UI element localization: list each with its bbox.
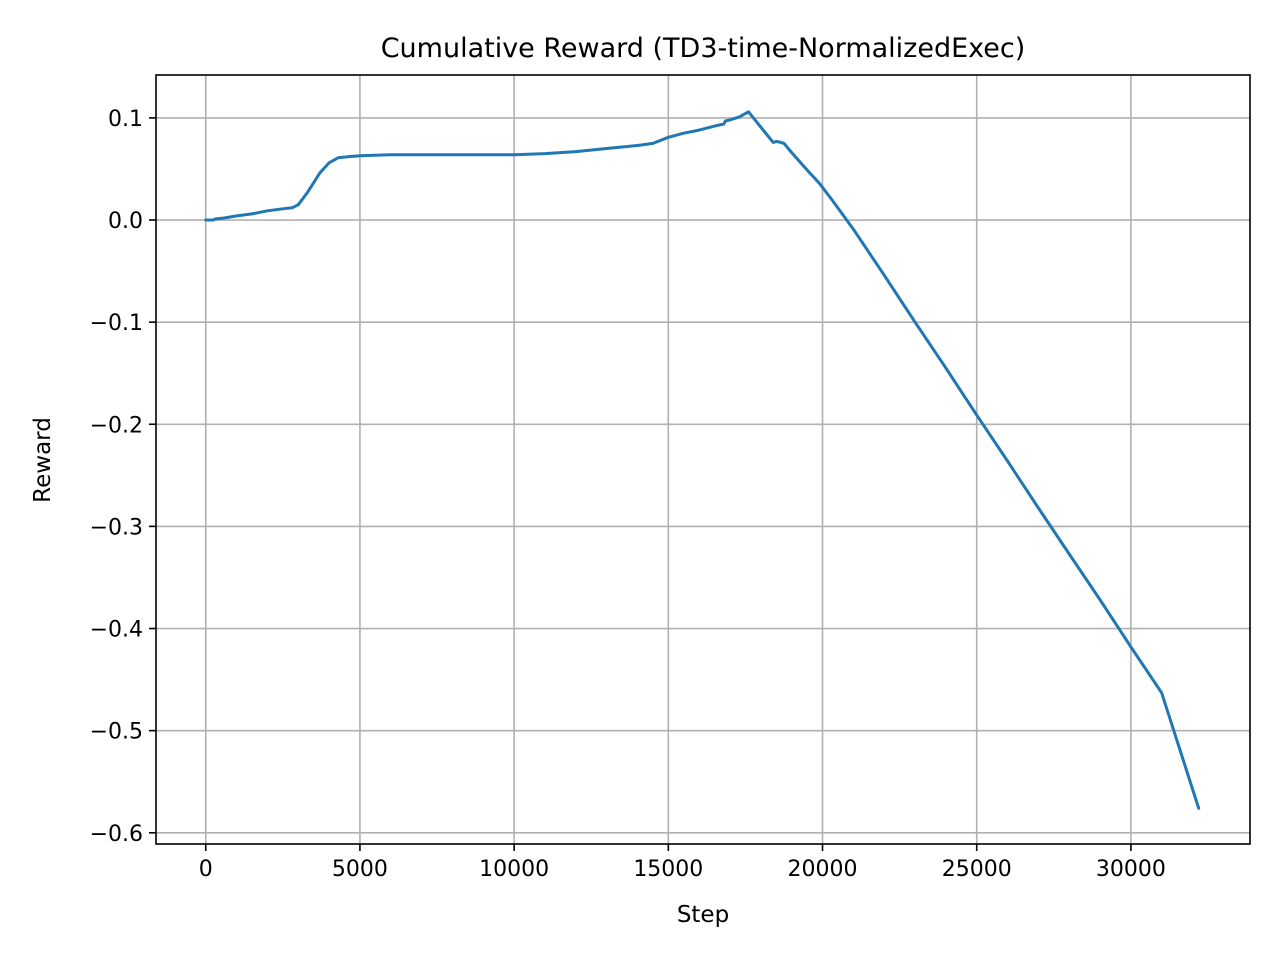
y-tick-label: −0.6 — [90, 822, 143, 847]
x-tick-label: 0 — [199, 857, 213, 882]
x-axis-label: Step — [677, 902, 729, 928]
y-tick-label: −0.1 — [90, 311, 143, 336]
ticks: 0 5000 10000 15000 20000 25000 30000 0.1 0.0 −0.1… — [90, 107, 1166, 882]
series-line-cumulative-reward — [204, 110, 1201, 810]
x-tick-label: 10000 — [479, 857, 549, 882]
series-layer — [204, 110, 1201, 810]
y-tick-label: −0.4 — [90, 618, 143, 643]
chart-title: Cumulative Reward (TD3-time-NormalizedEx… — [381, 33, 1026, 64]
grid — [156, 75, 1250, 844]
y-tick-label: −0.5 — [90, 720, 143, 745]
plot-frame — [155, 74, 1251, 845]
x-tick-label: 20000 — [788, 857, 858, 882]
x-tick-label: 30000 — [1096, 857, 1166, 882]
y-tick-label: −0.2 — [90, 413, 143, 438]
x-tick-label: 5000 — [332, 857, 388, 882]
y-tick-label: 0.1 — [108, 107, 143, 132]
y-tick-label: 0.0 — [108, 209, 143, 234]
y-tick-label: −0.3 — [90, 515, 143, 540]
y-axis-label: Reward — [30, 417, 56, 503]
x-tick-label: 15000 — [633, 857, 703, 882]
x-tick-label: 25000 — [942, 857, 1012, 882]
